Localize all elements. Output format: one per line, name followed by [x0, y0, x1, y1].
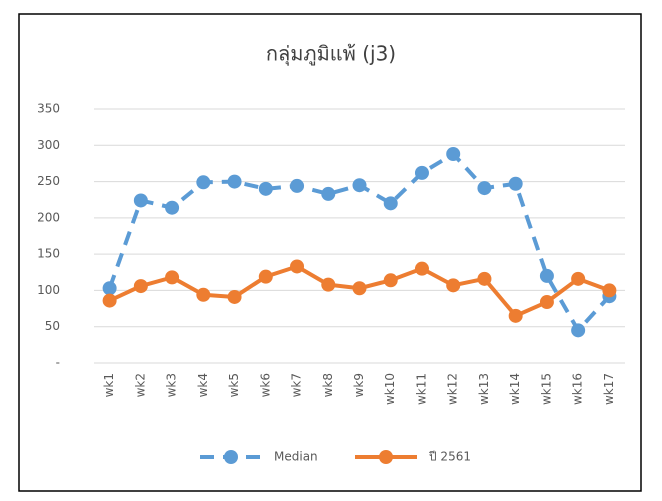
x-tick-label: wk17	[602, 373, 616, 405]
series-marker	[133, 193, 148, 208]
legend-label: ปี 2561	[428, 450, 471, 464]
series-marker	[383, 196, 398, 211]
x-tick-label: wk9	[352, 373, 366, 397]
series-marker	[102, 293, 117, 308]
x-tick-label: wk12	[446, 373, 460, 405]
x-tick-label: wk14	[508, 373, 522, 405]
x-tick-label: wk5	[227, 373, 241, 397]
series-marker	[258, 181, 273, 196]
series-marker	[446, 278, 461, 293]
y-tick-label: 150	[37, 247, 60, 261]
series-marker	[602, 283, 617, 298]
y-tick-label: 350	[37, 102, 60, 116]
y-tick-label: 50	[45, 319, 60, 333]
series-marker	[571, 323, 586, 338]
legend-label: Median	[274, 450, 318, 464]
series-marker	[227, 289, 242, 304]
series-marker	[133, 279, 148, 294]
series-marker	[414, 261, 429, 276]
series-marker	[539, 295, 554, 310]
series-marker	[196, 287, 211, 302]
series-marker	[539, 268, 554, 283]
series-marker	[258, 269, 273, 284]
x-tick-label: wk6	[258, 373, 272, 397]
x-tick-label: wk13	[477, 373, 491, 405]
y-tick-label: 250	[37, 174, 60, 188]
x-tick-label: wk8	[321, 373, 335, 397]
series-marker	[508, 176, 523, 191]
x-tick-label: wk3	[165, 373, 179, 397]
series-marker	[352, 178, 367, 193]
series-marker	[352, 281, 367, 296]
x-tick-label: wk16	[571, 373, 585, 405]
series-marker	[196, 175, 211, 190]
legend-marker	[224, 450, 238, 464]
series-marker	[165, 200, 180, 215]
series-marker	[290, 178, 305, 193]
chart-frame	[18, 13, 642, 492]
x-tick-label: wk4	[196, 373, 210, 397]
series-marker	[321, 277, 336, 292]
series-marker	[227, 174, 242, 189]
series-marker	[571, 271, 586, 286]
legend-marker	[379, 450, 393, 464]
x-tick-label: wk7	[290, 373, 304, 397]
x-tick-label: wk11	[414, 373, 428, 405]
y-tick-label: 300	[37, 138, 60, 152]
x-tick-label: wk15	[539, 373, 553, 405]
series-marker	[477, 271, 492, 286]
chart-title: กลุ่มภูมิแพ้ (j3)	[266, 42, 396, 67]
y-tick-label: -	[56, 356, 60, 370]
x-tick-label: wk2	[133, 373, 147, 397]
series-marker	[414, 165, 429, 180]
series-marker	[508, 308, 523, 323]
series-marker	[446, 146, 461, 161]
y-tick-label: 200	[37, 210, 60, 224]
series-marker	[102, 281, 117, 296]
x-tick-label: wk1	[102, 373, 116, 397]
series-marker	[477, 181, 492, 196]
x-tick-label: wk10	[383, 373, 397, 405]
series-marker	[165, 270, 180, 285]
y-tick-label: 100	[37, 283, 60, 297]
series-marker	[383, 273, 398, 288]
series-marker	[290, 259, 305, 274]
series-marker	[321, 186, 336, 201]
